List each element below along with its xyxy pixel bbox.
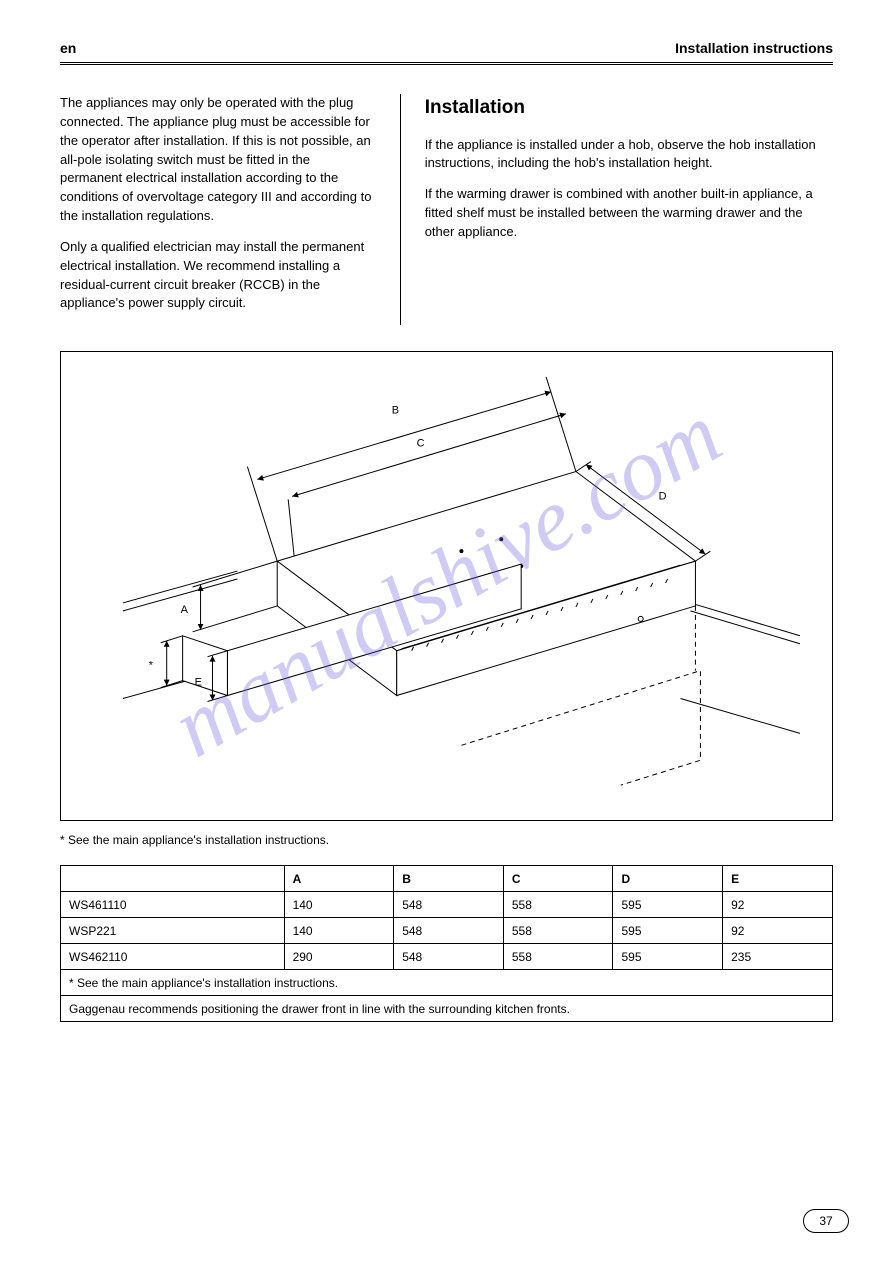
dim-label-c: C	[417, 438, 425, 450]
installation-heading: Installation	[425, 94, 833, 122]
table-row: WS462110 290 548 558 595 235	[61, 944, 833, 970]
header-lang: en	[60, 40, 76, 56]
th-c: C	[503, 866, 613, 892]
th-blank	[61, 866, 285, 892]
table-row: WSP221 140 548 558 595 92	[61, 918, 833, 944]
dim-label-a: A	[181, 604, 189, 616]
th-a: A	[284, 866, 394, 892]
dim-label-star: *	[149, 660, 154, 672]
table-note-row: Gaggenau recommends positioning the draw…	[61, 996, 833, 1022]
installation-diagram: B C D A *	[60, 351, 833, 821]
left-para-1: The appliances may only be operated with…	[60, 94, 376, 226]
two-column-layout: The appliances may only be operated with…	[60, 94, 833, 325]
page-number-badge: 37	[803, 1209, 849, 1233]
th-b: B	[394, 866, 504, 892]
left-para-2: Only a qualified electrician may install…	[60, 238, 376, 313]
table-header-row: A B C D E	[61, 866, 833, 892]
dim-label-b: B	[392, 405, 399, 417]
dim-label-e: E	[195, 677, 202, 689]
header-title: Installation instructions	[675, 40, 833, 56]
dimensions-table: A B C D E WS461110 140 548 558 595 92 WS…	[60, 865, 833, 1022]
figure-caption: * See the main appliance's installation …	[60, 833, 833, 847]
top-rule	[60, 62, 833, 66]
right-para-2: If the warming drawer is combined with a…	[425, 185, 833, 242]
right-para-1: If the appliance is installed under a ho…	[425, 136, 833, 174]
right-column: Installation If the appliance is install…	[401, 94, 833, 325]
th-d: D	[613, 866, 723, 892]
left-column: The appliances may only be operated with…	[60, 94, 400, 325]
table-row: WS461110 140 548 558 595 92	[61, 892, 833, 918]
th-e: E	[723, 866, 833, 892]
dim-label-d: D	[659, 491, 667, 503]
table-note-row: * See the main appliance's installation …	[61, 970, 833, 996]
diagram-svg: B C D A *	[61, 352, 832, 820]
